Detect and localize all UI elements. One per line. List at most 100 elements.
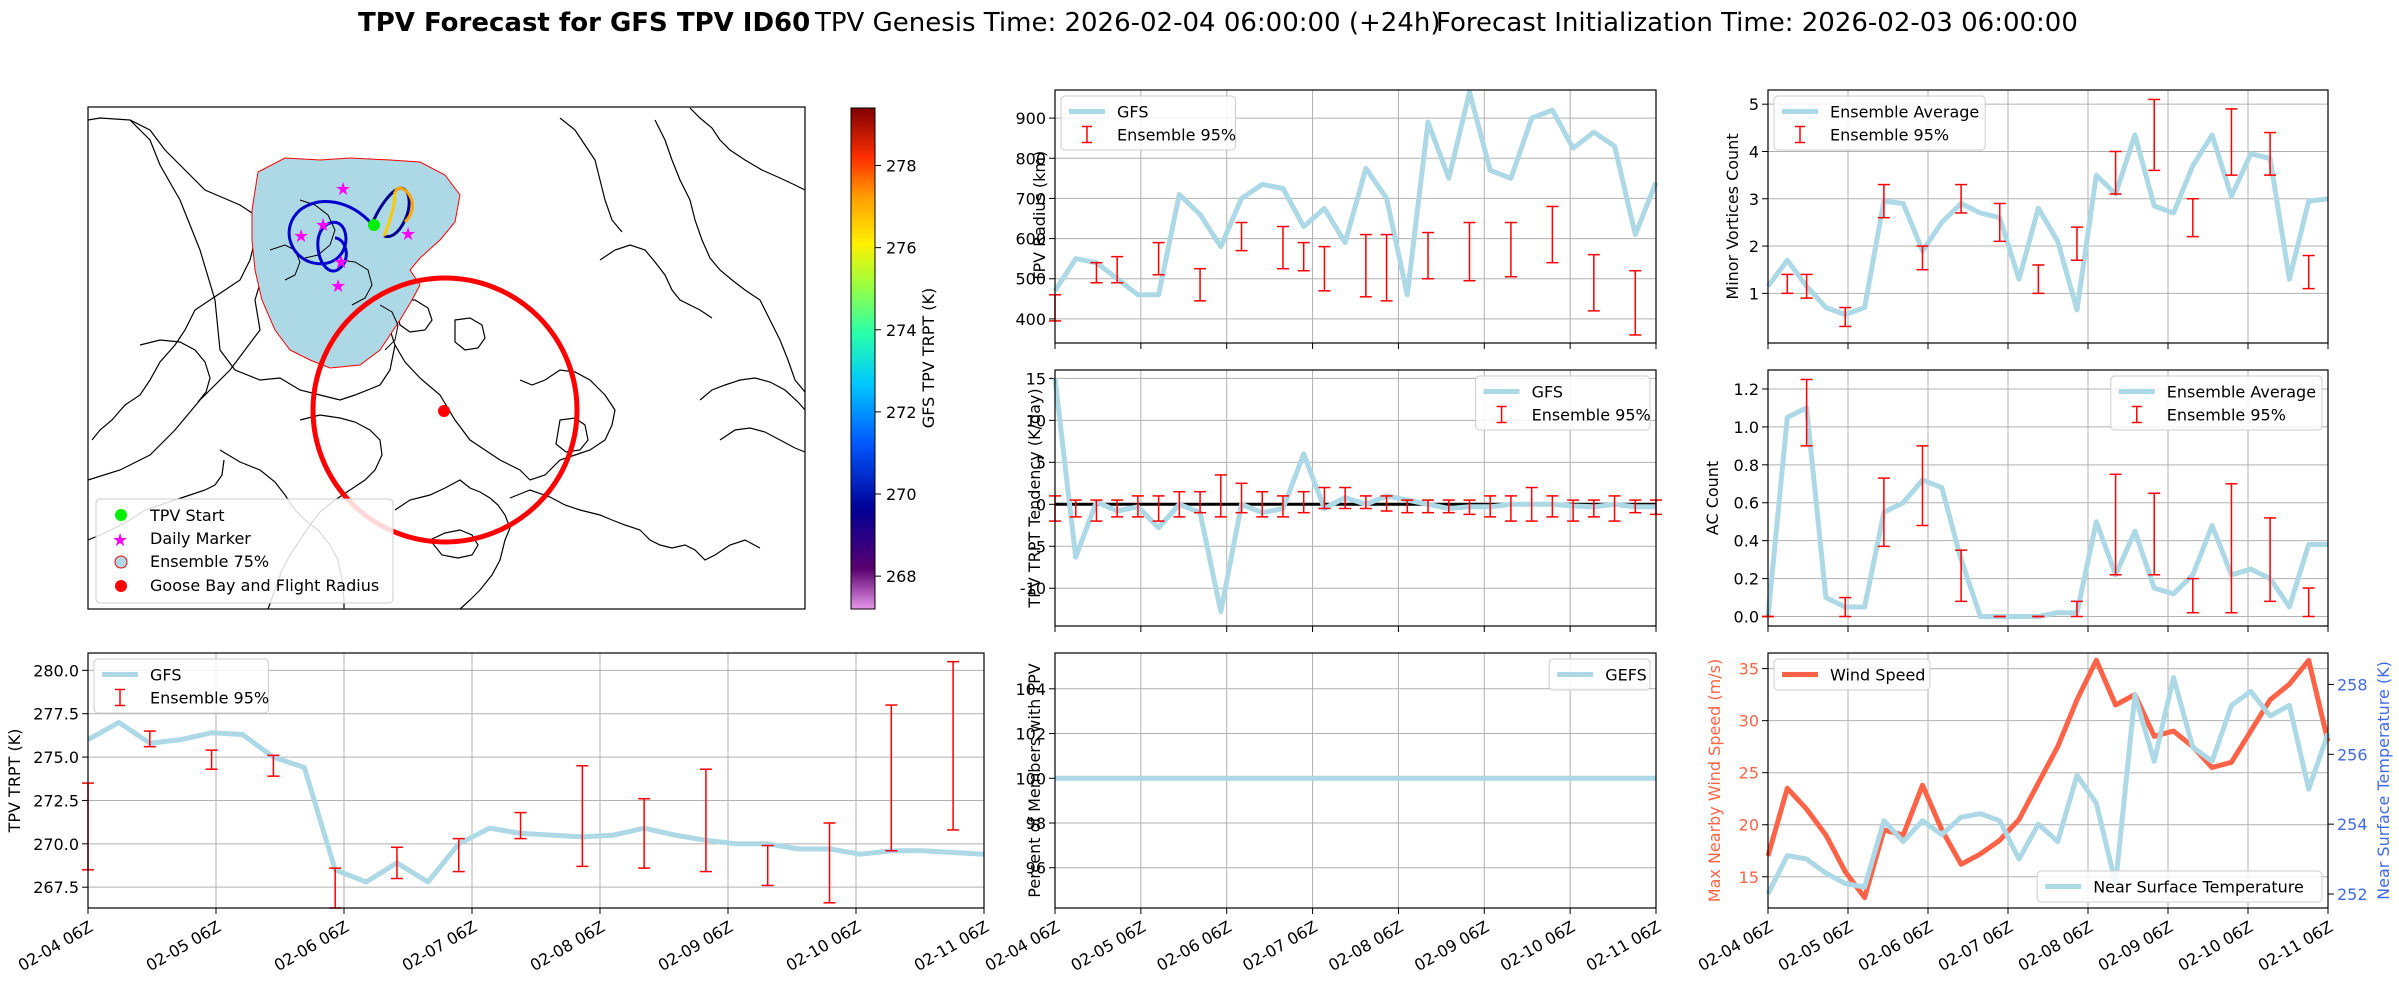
colorbar-tick-label: 276 xyxy=(886,239,917,258)
y-tick-label: 0.6 xyxy=(1734,494,1759,513)
x-tick-label: 02-11 06Z xyxy=(2255,917,2336,975)
y-tick-label: 10 xyxy=(1026,411,1046,430)
legend-label: Wind Speed xyxy=(1830,666,1925,685)
errorbar xyxy=(1401,499,1414,514)
errorbar xyxy=(1380,233,1393,302)
plot-frame xyxy=(1767,369,2329,627)
errorbar xyxy=(1839,306,1852,328)
errorbar xyxy=(1504,221,1517,278)
goose-bay-marker xyxy=(438,405,450,417)
colorbar-tick-label: 278 xyxy=(886,156,917,175)
figure-title-bold: TPV Forecast for GFS TPV ID60 xyxy=(358,8,810,38)
errorbar xyxy=(1993,202,2006,243)
errorbar xyxy=(1839,596,1852,618)
legend-start-label: TPV Start xyxy=(149,506,225,525)
legend-label: GFS xyxy=(1117,103,1148,122)
errorbar xyxy=(2148,98,2161,172)
y-tick-label: 5 xyxy=(1036,453,1046,472)
x-tick-label: 02-10 06Z xyxy=(1497,917,1578,975)
errorbar xyxy=(1152,241,1165,276)
errorbar xyxy=(1877,183,1890,219)
errorbar xyxy=(1111,499,1124,518)
errorbar xyxy=(2109,473,2122,576)
errorbar xyxy=(1235,482,1248,514)
x-tick-label: 02-04 06Z xyxy=(15,917,96,975)
y-tick-label: 1 xyxy=(1749,284,1759,303)
errorbar xyxy=(2148,492,2161,576)
y-tick-label: 35 xyxy=(1739,660,1759,679)
series-line-gfs xyxy=(86,719,985,885)
x-tick-label: 02-11 06Z xyxy=(911,917,992,975)
x-tick-label: 02-05 06Z xyxy=(1068,917,1149,975)
errorbar xyxy=(1359,233,1372,298)
legend-ensemble-label: Ensemble 75% xyxy=(150,552,269,571)
errorbar xyxy=(1484,495,1497,518)
errorbar xyxy=(1276,225,1289,270)
y-tick-label: 277.5 xyxy=(33,705,79,724)
errorbar xyxy=(2302,587,2315,618)
gfs-track xyxy=(287,200,374,273)
errorbar xyxy=(1318,486,1331,510)
errorbar xyxy=(1463,221,1476,282)
x-tick-label: 02-04 06Z xyxy=(1695,917,1776,975)
errorbar xyxy=(2264,131,2277,176)
flight-radius-circle xyxy=(310,275,580,545)
errorbar xyxy=(1090,261,1103,284)
legend-label: Ensemble 95% xyxy=(1117,126,1236,145)
daily-marker: ★ xyxy=(335,179,351,200)
y-tick-label: 0 xyxy=(1036,495,1046,514)
x-tick-label: 02-07 06Z xyxy=(1239,917,1320,975)
legend-goose-icon xyxy=(115,580,127,592)
members-panel: 96 98 100 102 104 02-04 06Z 02-05 06Z 02-06 06Z… xyxy=(982,652,1664,975)
plot-area xyxy=(1768,653,2328,908)
daily-marker: ★ xyxy=(330,276,346,297)
errorbar xyxy=(1152,495,1165,522)
minor-vortices-panel: 1 2 3 4 5 Minor Vortices Count Ensemble Averag… xyxy=(1723,89,2329,349)
errorbar xyxy=(143,730,156,748)
y-tick-label: 0.0 xyxy=(1734,608,1759,627)
legend-label: Ensemble 95% xyxy=(1830,126,1949,145)
legend: Wind Speed xyxy=(1773,658,1931,691)
series-line-gfs xyxy=(1052,89,1659,298)
errorbar xyxy=(514,811,527,840)
errorbar xyxy=(2186,198,2199,238)
daily-marker: ★ xyxy=(293,226,309,247)
errorbar xyxy=(1955,549,1968,603)
y-axis-label: Max Nearby Wind Speed (m/s) xyxy=(1705,659,1724,902)
y-tick-label: 1.2 xyxy=(1734,380,1759,399)
x-tick-label: 02-09 06Z xyxy=(655,917,736,975)
legend-ensemble-icon xyxy=(114,555,128,569)
errorbar xyxy=(267,754,280,777)
x-tick-label: 02-10 06Z xyxy=(783,917,864,975)
y-tick-label: 25 xyxy=(1739,764,1759,783)
errorbar xyxy=(1111,255,1124,284)
legend-label: Ensemble 95% xyxy=(150,689,269,708)
errorbar xyxy=(1339,486,1352,510)
errorbar xyxy=(947,660,960,831)
errorbar xyxy=(2070,600,2083,618)
x-tick-label: 02-11 06Z xyxy=(1583,917,1664,975)
errorbar xyxy=(699,768,712,873)
errorbar xyxy=(1800,273,1813,299)
y-tick-label: -5 xyxy=(1030,537,1046,556)
y-tick-label: 800 xyxy=(1015,149,1046,168)
y-axis-label: AC Count xyxy=(1703,461,1722,535)
errorbar xyxy=(1090,499,1103,522)
errorbar xyxy=(1422,231,1435,280)
y-tick-label: 15 xyxy=(1739,868,1759,887)
errorbar xyxy=(205,749,218,770)
x-tick-label: 02-08 06Z xyxy=(1325,917,1406,975)
y-right-tick-label: 252 xyxy=(2337,885,2368,904)
errorbar xyxy=(2109,150,2122,195)
y-tick-label: 267.5 xyxy=(33,878,79,897)
legend-label: Ensemble Average xyxy=(2167,383,2316,402)
errorbar xyxy=(576,765,589,868)
y-axis-label: Percent of Members with TPV xyxy=(1025,663,1044,897)
legend-label: Ensemble 95% xyxy=(1532,406,1651,425)
ac-count-panel: 0.0 0.2 0.4 0.6 0.8 1.0 1.2 AC Count Ensemble Av… xyxy=(1703,369,2329,632)
x-tick-label: 02-06 06Z xyxy=(1153,917,1234,975)
y-tick-label: 400 xyxy=(1015,310,1046,329)
errorbar xyxy=(1629,499,1642,514)
